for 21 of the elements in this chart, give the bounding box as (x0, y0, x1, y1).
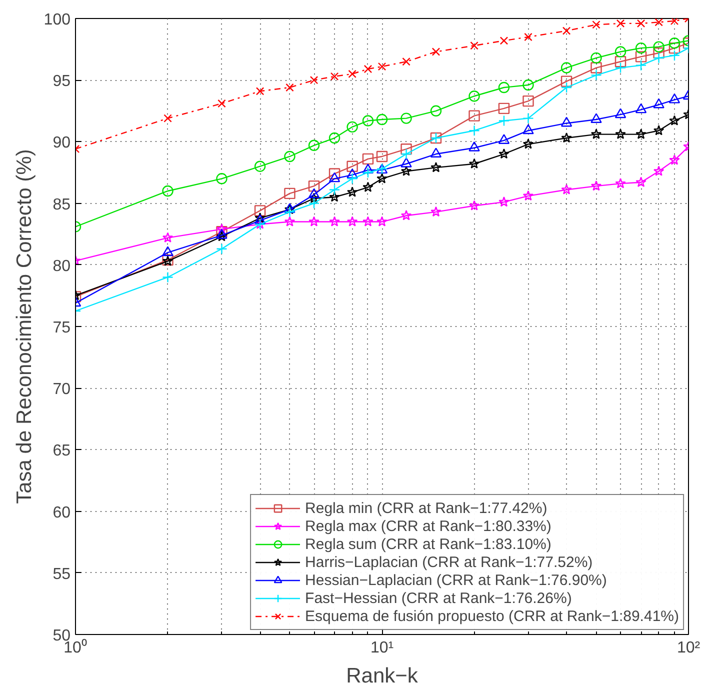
y-tick-label: 90 (52, 134, 71, 152)
x-tick-label: 10¹ (370, 640, 394, 656)
y-tick-label: 95 (52, 73, 71, 90)
x-tick-label: 10² (676, 640, 701, 656)
y-tick-label: 65 (52, 442, 71, 460)
legend-label: Fast−Hessian (CRR at Rank−1:76.26%) (305, 589, 572, 607)
legend-label: Regla max (CRR at Rank−1:80.33%) (305, 517, 552, 535)
legend-label: Esquema de fusión propuesto (CRR at Rank−1:89.41%) (305, 607, 679, 625)
legend-label: Regla min (CRR at Rank−1:77.42%) (305, 499, 548, 517)
y-tick-label: 80 (52, 258, 71, 275)
y-tick-label: 100 (44, 12, 71, 28)
y-tick-label: 70 (52, 381, 71, 398)
x-axis-title: Rank−k (346, 664, 418, 688)
legend-label: Regla sum (CRR at Rank−1:83.10%) (305, 535, 552, 553)
y-tick-label: 85 (52, 196, 71, 214)
y-tick-label: 55 (52, 566, 71, 583)
y-tick-label: 75 (52, 320, 71, 336)
legend-label: Harris−Laplacian (CRR at Rank−1:77.52%) (305, 553, 593, 571)
y-tick-label: 60 (52, 504, 71, 522)
y-axis-title: Tasa de Reconocimiento Correcto (%) (12, 149, 36, 504)
legend-label: Hessian−Laplacian (CRR at Rank−1:76.90%) (305, 571, 607, 589)
